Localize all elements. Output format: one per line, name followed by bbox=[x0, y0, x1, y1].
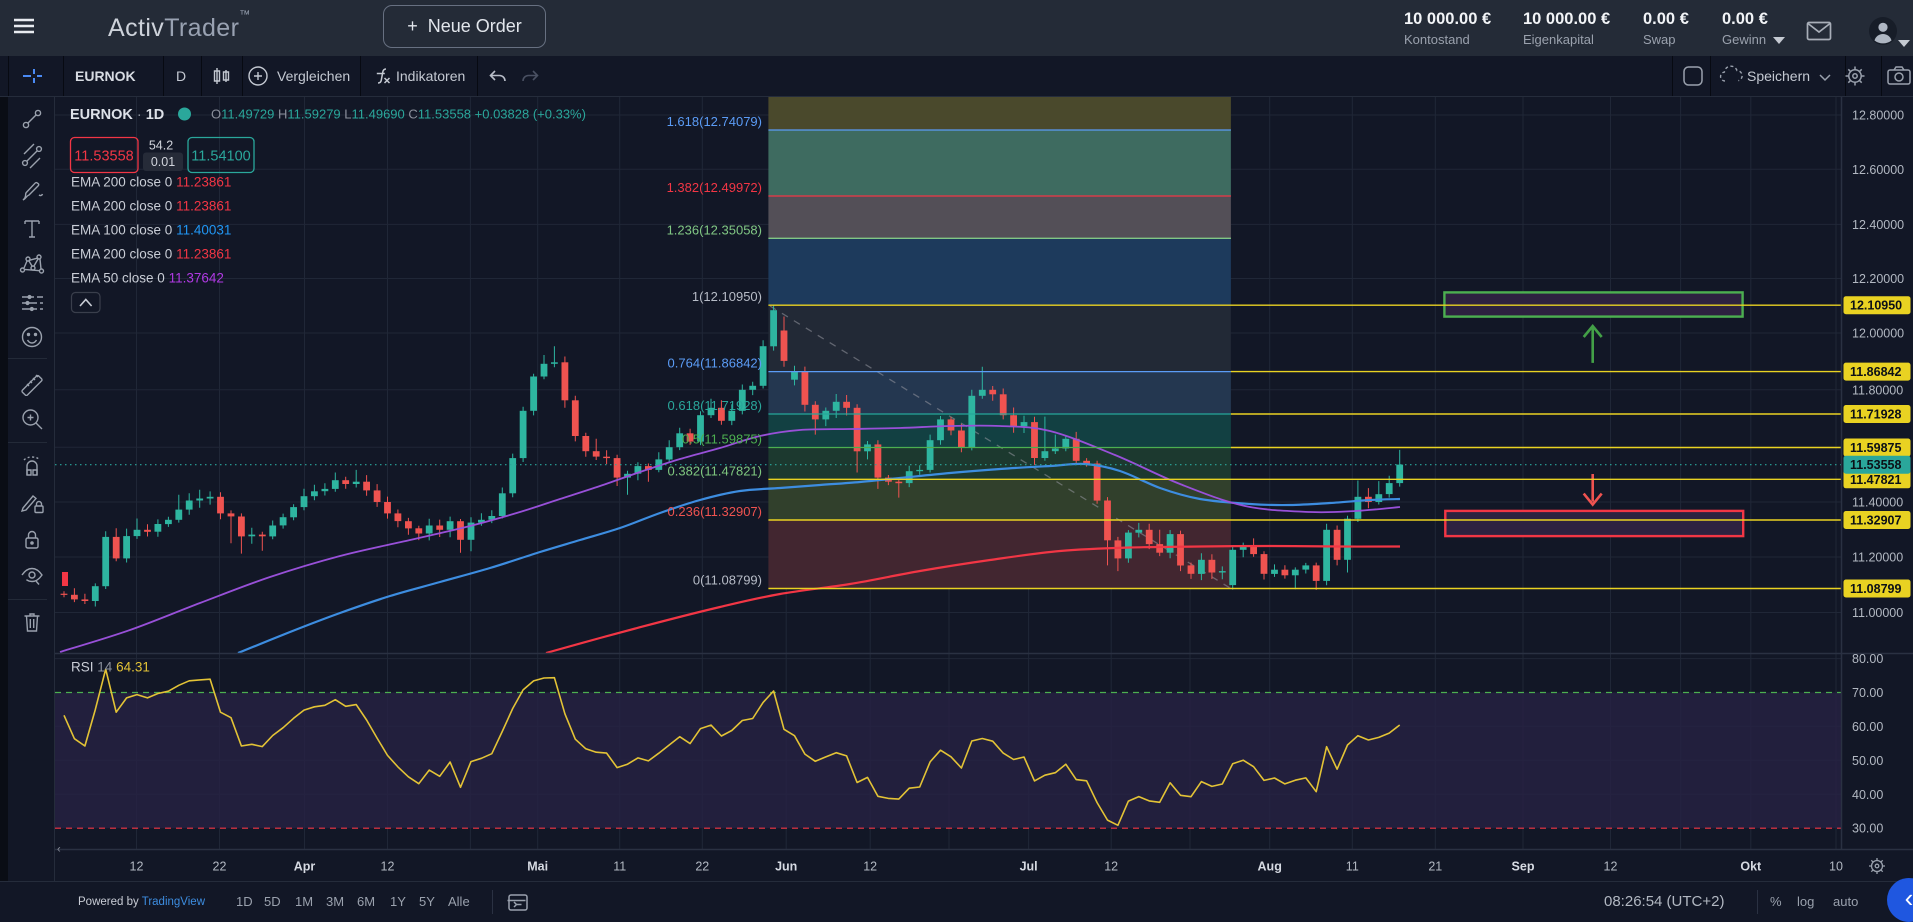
svg-text:Apr: Apr bbox=[294, 860, 316, 874]
svg-text:1.382(12.49972): 1.382(12.49972) bbox=[667, 180, 762, 195]
svg-text:11.59875: 11.59875 bbox=[1850, 441, 1901, 455]
svg-text:12: 12 bbox=[130, 860, 144, 874]
svg-text:‹: ‹ bbox=[57, 844, 61, 856]
svg-text:12.20000: 12.20000 bbox=[1852, 272, 1904, 286]
svg-text:11.71928: 11.71928 bbox=[1850, 408, 1901, 422]
svg-text:11.08799: 11.08799 bbox=[1850, 582, 1901, 596]
svg-text:10: 10 bbox=[1829, 860, 1843, 874]
svg-text:EMA 100 close 0 11.40031: EMA 100 close 0 11.40031 bbox=[71, 223, 231, 238]
svg-text:0.236(11.32907): 0.236(11.32907) bbox=[668, 504, 762, 519]
svg-text:21: 21 bbox=[1428, 860, 1442, 874]
svg-text:11.54100: 11.54100 bbox=[191, 149, 250, 165]
svg-text:12.10950: 12.10950 bbox=[1850, 299, 1902, 313]
svg-text:54.2: 54.2 bbox=[149, 139, 173, 153]
svg-text:11.40000: 11.40000 bbox=[1852, 496, 1903, 510]
svg-text:0.382(11.47821): 0.382(11.47821) bbox=[668, 463, 762, 478]
svg-text:50.00: 50.00 bbox=[1852, 754, 1883, 768]
svg-text:0.5(11.59875): 0.5(11.59875) bbox=[682, 432, 762, 447]
svg-text:Jun: Jun bbox=[775, 860, 797, 874]
svg-text:12.40000: 12.40000 bbox=[1852, 218, 1904, 232]
svg-text:60.00: 60.00 bbox=[1852, 720, 1883, 734]
svg-text:11: 11 bbox=[1346, 860, 1359, 874]
svg-text:EURNOK · 1D: EURNOK · 1D bbox=[70, 107, 164, 123]
svg-text:80.00: 80.00 bbox=[1852, 652, 1883, 666]
svg-text:70.00: 70.00 bbox=[1852, 686, 1883, 700]
svg-text:11.53558: 11.53558 bbox=[74, 149, 133, 165]
svg-text:EMA 200 close 0 11.23861: EMA 200 close 0 11.23861 bbox=[71, 175, 231, 190]
svg-text:Jul: Jul bbox=[1020, 860, 1038, 874]
svg-text:0.764(11.86842): 0.764(11.86842) bbox=[668, 356, 762, 371]
svg-text:EMA 200 close 0 11.23861: EMA 200 close 0 11.23861 bbox=[71, 247, 231, 262]
svg-text:12.80000: 12.80000 bbox=[1852, 109, 1904, 123]
svg-text:1.618(12.74079): 1.618(12.74079) bbox=[667, 114, 762, 129]
svg-text:11.80000: 11.80000 bbox=[1852, 383, 1903, 397]
svg-text:12: 12 bbox=[863, 860, 877, 874]
svg-text:Sep: Sep bbox=[1512, 860, 1535, 874]
svg-text:11.47821: 11.47821 bbox=[1850, 473, 1901, 487]
svg-text:O11.49729 H11.59279 L11.49690: O11.49729 H11.59279 L11.49690 C11.53558 … bbox=[211, 107, 586, 122]
svg-text:12: 12 bbox=[1604, 860, 1618, 874]
svg-text:11.20000: 11.20000 bbox=[1852, 551, 1903, 565]
svg-text:1.236(12.35058): 1.236(12.35058) bbox=[667, 222, 762, 237]
svg-text:12.60000: 12.60000 bbox=[1852, 163, 1904, 177]
svg-text:Aug: Aug bbox=[1258, 860, 1282, 874]
svg-text:11: 11 bbox=[613, 860, 626, 874]
svg-text:12: 12 bbox=[381, 860, 395, 874]
svg-text:40.00: 40.00 bbox=[1852, 788, 1883, 802]
svg-text:11.86842: 11.86842 bbox=[1850, 365, 1901, 379]
svg-text:RSI 14 64.31: RSI 14 64.31 bbox=[71, 660, 150, 675]
svg-text:1(12.10950): 1(12.10950) bbox=[692, 289, 762, 304]
svg-text:22: 22 bbox=[213, 860, 227, 874]
svg-text:11.53558: 11.53558 bbox=[1850, 458, 1901, 472]
svg-text:0(11.08799): 0(11.08799) bbox=[693, 573, 762, 588]
svg-text:EMA 50 close 0 11.37642: EMA 50 close 0 11.37642 bbox=[71, 271, 224, 286]
svg-text:11.32907: 11.32907 bbox=[1850, 514, 1901, 528]
svg-text:Mai: Mai bbox=[527, 860, 548, 874]
svg-text:11.00000: 11.00000 bbox=[1852, 606, 1903, 620]
svg-text:12: 12 bbox=[1104, 860, 1118, 874]
svg-text:Okt: Okt bbox=[1740, 860, 1762, 874]
svg-text:22: 22 bbox=[695, 860, 709, 874]
svg-text:0.618(11.71928): 0.618(11.71928) bbox=[668, 398, 762, 413]
svg-text:12.00000: 12.00000 bbox=[1852, 327, 1904, 341]
svg-text:EMA 200 close 0 11.23861: EMA 200 close 0 11.23861 bbox=[71, 198, 231, 213]
svg-text:30.00: 30.00 bbox=[1852, 822, 1883, 836]
svg-text:0.01: 0.01 bbox=[151, 155, 175, 169]
